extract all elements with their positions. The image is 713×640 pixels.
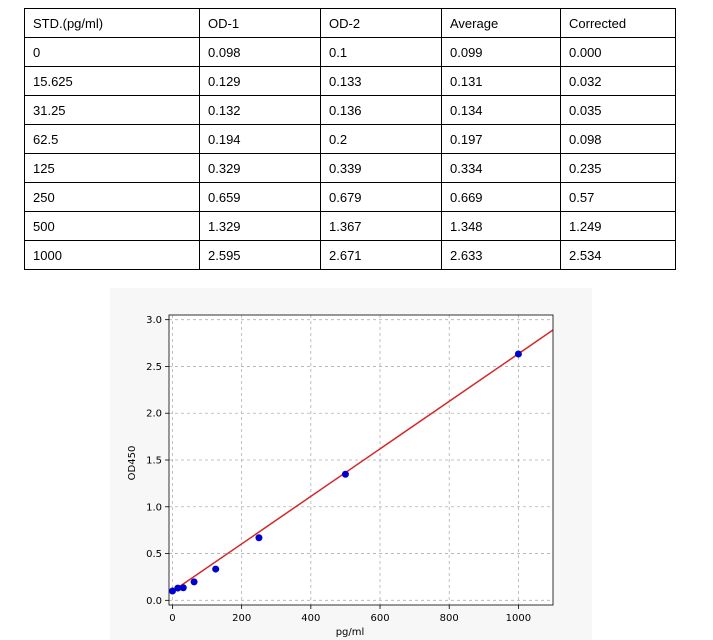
x-tick-label: 400 bbox=[301, 613, 320, 624]
table-cell: 0.099 bbox=[441, 37, 561, 67]
table-cell: 1.329 bbox=[199, 211, 321, 241]
table-row: 500 1.329 1.367 1.348 1.249 bbox=[24, 211, 676, 241]
table-row: 31.25 0.132 0.136 0.134 0.035 bbox=[24, 95, 676, 125]
plot-panel: 0 200 400 600 800 1000 0.0 0.5 1.0 1.5 2.0 2.5 3.0 pg… bbox=[110, 288, 592, 640]
table-cell: 2.671 bbox=[320, 240, 442, 270]
table-cell: 500 bbox=[24, 211, 200, 241]
table-cell: 0.1 bbox=[320, 37, 442, 67]
y-tick-label: 3.0 bbox=[146, 315, 162, 326]
table-header-cell: OD-1 bbox=[199, 8, 321, 38]
table-cell: 250 bbox=[24, 182, 200, 212]
y-tick-label: 0.0 bbox=[146, 596, 162, 607]
table-cell: 125 bbox=[24, 153, 200, 183]
table-header-cell: Average bbox=[441, 8, 561, 38]
table-cell: 0.334 bbox=[441, 153, 561, 183]
table-row: 62.5 0.194 0.2 0.197 0.098 bbox=[24, 124, 676, 154]
x-tick-label: 600 bbox=[370, 613, 389, 624]
table-cell: 1.367 bbox=[320, 211, 442, 241]
table-cell: 1.348 bbox=[441, 211, 561, 241]
table-cell: 2.595 bbox=[199, 240, 321, 270]
table-cell: 0.339 bbox=[320, 153, 442, 183]
table-row: 0 0.098 0.1 0.099 0.000 bbox=[24, 37, 676, 67]
table-cell: 1.249 bbox=[560, 211, 676, 241]
table-cell: 2.534 bbox=[560, 240, 676, 270]
table-row: 250 0.659 0.679 0.669 0.57 bbox=[24, 182, 676, 212]
table-cell: 0.098 bbox=[199, 37, 321, 67]
y-tick-label: 0.5 bbox=[146, 549, 162, 560]
table-cell: 0 bbox=[24, 37, 200, 67]
table-cell: 0.2 bbox=[320, 124, 442, 154]
data-point bbox=[255, 534, 263, 542]
x-axis-label: pg/ml bbox=[336, 627, 365, 638]
y-tick-label: 1.0 bbox=[146, 502, 162, 513]
x-tick-label: 1000 bbox=[506, 613, 531, 624]
fit-line bbox=[172, 329, 553, 593]
table-header-row: STD.(pg/ml) OD-1 OD-2 Average Corrected bbox=[24, 8, 676, 38]
data-point bbox=[212, 565, 220, 573]
table-cell: 62.5 bbox=[24, 124, 200, 154]
table-cell: 0.679 bbox=[320, 182, 442, 212]
table-cell: 0.329 bbox=[199, 153, 321, 183]
x-tick-label: 800 bbox=[440, 613, 459, 624]
y-tick-label: 2.0 bbox=[146, 409, 162, 420]
table-cell: 0.197 bbox=[441, 124, 561, 154]
table-cell: 0.035 bbox=[560, 95, 676, 125]
table-cell: 0.136 bbox=[320, 95, 442, 125]
table-cell: 0.000 bbox=[560, 37, 676, 67]
table-cell: 0.235 bbox=[560, 153, 676, 183]
table-header-cell: STD.(pg/ml) bbox=[24, 8, 200, 38]
data-point bbox=[168, 587, 176, 595]
table-cell: 0.194 bbox=[199, 124, 321, 154]
table-cell: 1000 bbox=[24, 240, 200, 270]
data-point bbox=[190, 578, 198, 586]
table-cell: 0.659 bbox=[199, 182, 321, 212]
table-cell: 0.098 bbox=[560, 124, 676, 154]
y-axis-label: OD450 bbox=[127, 446, 138, 481]
table-cell: 2.633 bbox=[441, 240, 561, 270]
table-cell: 0.131 bbox=[441, 66, 561, 96]
y-tick-label: 1.5 bbox=[146, 456, 162, 467]
table-cell: 0.133 bbox=[320, 66, 442, 96]
standard-curve-chart: 0 200 400 600 800 1000 0.0 0.5 1.0 1.5 2.0 2.5 3.0 pg… bbox=[127, 314, 554, 638]
table-cell: 0.129 bbox=[199, 66, 321, 96]
table-cell: 0.57 bbox=[560, 182, 676, 212]
table-row: 125 0.329 0.339 0.334 0.235 bbox=[24, 153, 676, 183]
table-cell: 0.134 bbox=[441, 95, 561, 125]
table-cell: 15.625 bbox=[24, 66, 200, 96]
table-cell: 0.669 bbox=[441, 182, 561, 212]
standard-curve-table: STD.(pg/ml) OD-1 OD-2 Average Corrected 0 0.09… bbox=[24, 8, 676, 270]
x-tick-label: 200 bbox=[232, 613, 251, 624]
y-tick-label: 2.5 bbox=[146, 362, 162, 373]
data-point bbox=[341, 470, 349, 478]
table-cell: 0.032 bbox=[560, 66, 676, 96]
x-tick-label: 0 bbox=[169, 613, 175, 624]
data-point bbox=[174, 584, 182, 592]
table-cell: 31.25 bbox=[24, 95, 200, 125]
table-header-cell: Corrected bbox=[560, 8, 676, 38]
axes-frame bbox=[168, 314, 554, 606]
table-row: 15.625 0.129 0.133 0.131 0.032 bbox=[24, 66, 676, 96]
data-point bbox=[514, 350, 522, 358]
data-point bbox=[179, 584, 187, 592]
table-row: 1000 2.595 2.671 2.633 2.534 bbox=[24, 240, 676, 270]
table-header-cell: OD-2 bbox=[320, 8, 442, 38]
table-cell: 0.132 bbox=[199, 95, 321, 125]
